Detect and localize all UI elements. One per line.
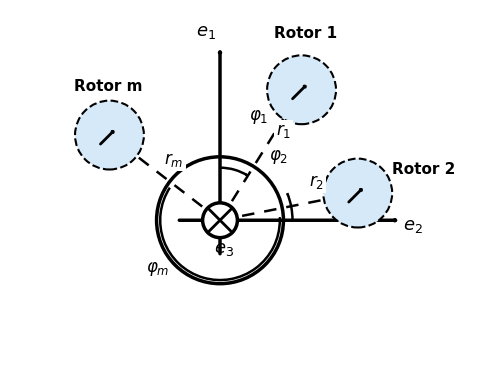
Text: $r_2$: $r_2$ (308, 173, 324, 191)
Text: $e_1$: $e_1$ (196, 23, 216, 41)
Circle shape (267, 55, 336, 124)
Text: $\varphi_2$: $\varphi_2$ (269, 148, 288, 166)
Text: $e_2$: $e_2$ (403, 217, 423, 235)
Text: Rotor 2: Rotor 2 (392, 162, 456, 177)
Circle shape (203, 203, 238, 238)
Text: $r_1$: $r_1$ (276, 123, 291, 141)
Text: $\varphi_m$: $\varphi_m$ (146, 260, 169, 278)
Text: Rotor m: Rotor m (74, 79, 143, 93)
Text: $r_m$: $r_m$ (164, 152, 184, 169)
Circle shape (323, 159, 392, 227)
Text: $\varphi_1$: $\varphi_1$ (249, 108, 269, 126)
Text: Rotor 1: Rotor 1 (273, 26, 337, 41)
Text: $e_3$: $e_3$ (214, 240, 235, 258)
Circle shape (75, 100, 144, 170)
